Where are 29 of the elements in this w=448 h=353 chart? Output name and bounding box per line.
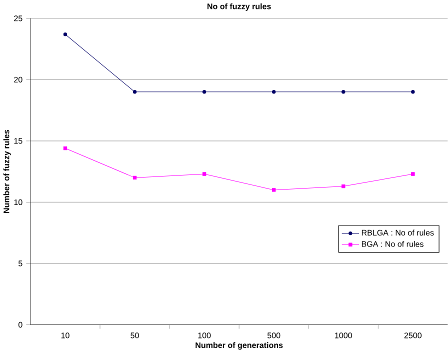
y-tick-label: 20: [14, 76, 22, 82]
x-tick-label: 100: [198, 332, 211, 338]
y-tick-label: 5: [18, 260, 22, 266]
legend-label: BGA : No of rules: [362, 240, 424, 247]
x-tick-label: 1000: [335, 332, 352, 338]
point: [272, 188, 276, 192]
point: [63, 146, 68, 150]
point: [272, 90, 276, 94]
y-axis-title: Number of fuzzy rules: [3, 130, 11, 213]
x-tick-label: 50: [130, 332, 139, 338]
y-tick-label: 15: [14, 138, 22, 144]
point: [342, 184, 346, 188]
x-axis-title: Number of generations: [196, 342, 283, 350]
legend-label: RBLGA : No of rules: [362, 230, 434, 236]
point: [411, 172, 415, 176]
x-tick-label: 2500: [404, 332, 422, 338]
x-tick-label: 500: [267, 332, 280, 338]
point: [202, 90, 206, 94]
point: [411, 90, 415, 94]
y-tick-label: 0: [18, 322, 22, 328]
point: [63, 32, 68, 36]
point: [132, 90, 137, 94]
y-tick-label: 25: [14, 16, 22, 22]
x-tick-label: 10: [61, 332, 70, 338]
point: [132, 176, 137, 180]
y-tick-label: 10: [14, 199, 22, 206]
point: [202, 172, 206, 176]
chart-title: No of fuzzy rules: [207, 3, 271, 11]
point: [342, 90, 346, 94]
